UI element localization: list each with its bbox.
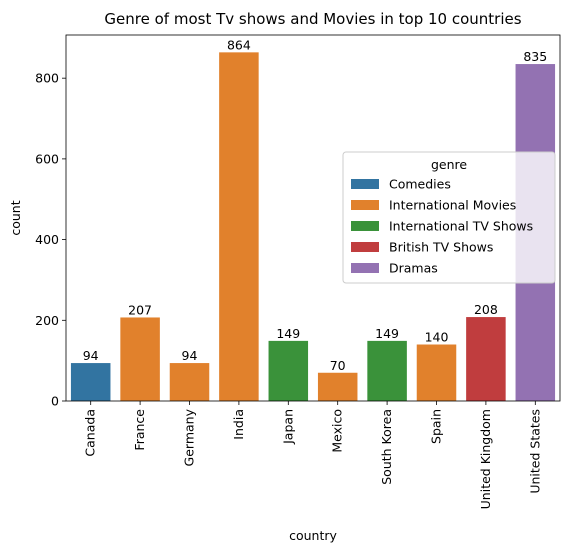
x-tick-label: Spain [429,409,444,444]
plot-frame [65,34,561,402]
x-tick-label: United Kingdom [478,409,493,509]
chart-title: Genre of most Tv shows and Movies in top… [104,10,521,28]
bar-mexico [317,372,358,401]
legend-swatch [351,179,379,189]
data-label: 149 [375,326,399,341]
data-label: 208 [474,302,498,317]
y-tick-label: 800 [35,71,59,86]
data-label: 835 [523,49,547,64]
legend-entry-label: Dramas [389,261,438,276]
x-tick-label: South Korea [379,409,394,485]
x-tick-label: Germany [182,408,197,466]
legend-entry-label: British TV Shows [389,240,493,255]
data-label: 70 [330,358,346,373]
y-axis: 0 200 400 600 800 [35,71,66,409]
legend-swatch [351,263,379,273]
data-label: 864 [227,37,251,52]
bar-south-korea [367,340,407,401]
bar-india [219,52,259,401]
legend-entry-label: International TV Shows [389,219,533,234]
legend-swatch [351,242,379,252]
legend-swatch [351,200,379,210]
x-tick-label: Canada [83,409,98,457]
x-axis-label: country [289,528,337,543]
legend-entries: Comedies International Movies Internationa… [351,177,533,276]
x-axis: Canada France Germany India Japan Mexico South… [83,401,542,509]
y-tick-label: 400 [35,232,59,247]
y-axis-label: count [8,200,23,235]
y-tick-label: 0 [51,394,59,409]
legend-title: genre [431,157,467,172]
x-tick-label: United States [527,409,542,494]
bar-germany [169,363,210,401]
x-tick-label: France [132,409,147,451]
data-label: 207 [128,302,152,317]
legend-entry-label: Comedies [389,177,451,192]
bar-canada [70,363,111,401]
bar-france [120,317,160,401]
legend-swatch [351,221,379,231]
data-label: 94 [83,348,99,363]
legend: genre Comedies International Movies Intern… [342,151,556,284]
bar-japan [268,340,309,401]
legend-entry-label: International Movies [389,198,516,213]
x-tick-label: Japan [280,409,295,445]
bars-group [70,52,556,402]
bar-united-kingdom [466,317,506,401]
x-tick-label: Mexico [330,409,345,453]
y-tick-label: 200 [35,313,59,328]
bar-spain [416,344,457,401]
legend-box [342,151,556,284]
data-label: 149 [276,326,300,341]
data-label: 140 [425,330,449,345]
data-label: 94 [182,348,198,363]
x-tick-label: India [231,409,246,440]
data-labels-group: 94 207 94 864 149 70 149 140 208 835 [83,37,547,372]
y-tick-label: 600 [35,151,59,166]
